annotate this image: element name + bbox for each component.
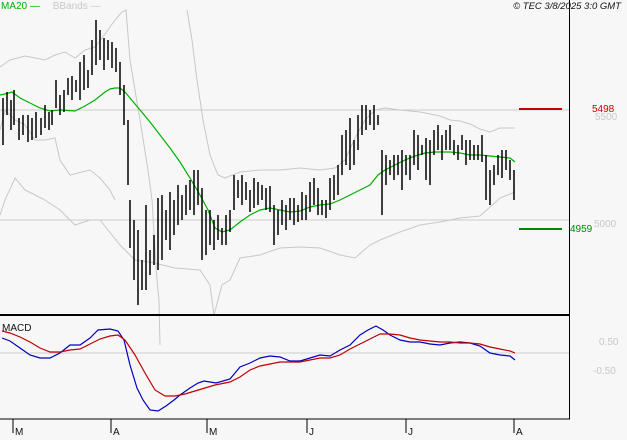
y-tick-5500: 5500 (595, 112, 618, 123)
bbands-lower-line-2 (0, 177, 215, 316)
x-tick-label: J (408, 427, 413, 438)
x-axis-ticks (12, 419, 515, 433)
bbands-lower-line-3 (213, 191, 516, 316)
resistance-label: 5498 (592, 104, 615, 115)
x-tick-label: A (113, 427, 120, 438)
macd-y-tick-neg: -0.50 (593, 366, 616, 377)
x-tick-label: M (15, 427, 24, 438)
support-label: 4959 (570, 224, 593, 235)
legend-bbands: BBands — (52, 1, 101, 12)
macd-y-tick-pos: 0.50 (599, 337, 619, 348)
legend-ma20: MA20 — (1, 1, 40, 12)
x-tick-label: A (516, 427, 523, 438)
copyright-timestamp: © TEC 3/8/2025 3:0 GMT (513, 1, 621, 12)
macd-line (1, 325, 516, 412)
macd-title: MACD (2, 323, 32, 334)
x-tick-label: M (209, 427, 218, 438)
x-tick-label: J (309, 427, 314, 438)
signal-line (1, 330, 516, 397)
y-tick-5000: 5000 (594, 219, 617, 230)
price-bars (2, 20, 515, 305)
bbands-lower-line (0, 109, 116, 201)
bbands-upper-line (0, 9, 161, 346)
chart-legend: MA20 — BBands — (1, 1, 101, 12)
